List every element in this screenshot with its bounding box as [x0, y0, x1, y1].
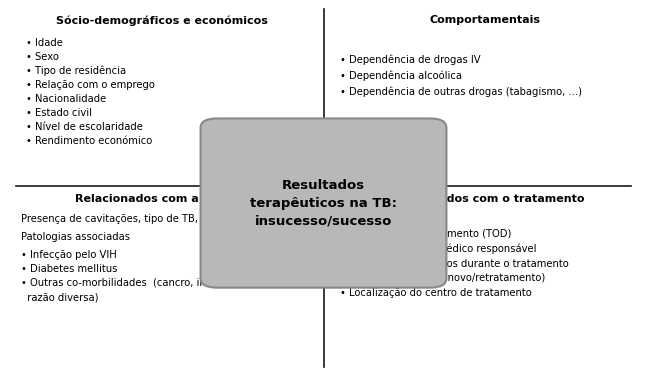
Text: Presença de cavitações, tipo de TB, IMC: Presença de cavitações, tipo de TB, IMC: [21, 214, 220, 224]
Text: • Regime terapêutico
• Supervisão do tratamento (TOD)
• Especialidade do médico : • Regime terapêutico • Supervisão do tra…: [340, 214, 569, 297]
Text: Comportamentais: Comportamentais: [430, 15, 541, 25]
Text: Sócio-demográficos e económicos: Sócio-demográficos e económicos: [56, 15, 268, 26]
Text: • Dependência de drogas IV
• Dependência alcoólica
• Dependência de outras droga: • Dependência de drogas IV • Dependência…: [340, 55, 582, 97]
Text: • Idade
• Sexo
• Tipo de residência
• Relação com o emprego
• Nacionalidade
• Es: • Idade • Sexo • Tipo de residência • Re…: [26, 38, 155, 146]
FancyBboxPatch shape: [201, 118, 446, 288]
Text: Patologias associadas: Patologias associadas: [21, 232, 130, 243]
Text: • Infecção pelo VIH
• Diabetes mellitus
• Outras co-morbilidades  (cancro, imuno: • Infecção pelo VIH • Diabetes mellitus …: [21, 250, 300, 302]
Text: Resultados
terapêuticos na TB:
insucesso/sucesso: Resultados terapêuticos na TB: insucesso…: [250, 179, 397, 227]
Text: Relacionados com o tratamento: Relacionados com o tratamento: [386, 194, 584, 204]
Text: Relacionados com a doença: Relacionados com a doença: [76, 194, 248, 204]
